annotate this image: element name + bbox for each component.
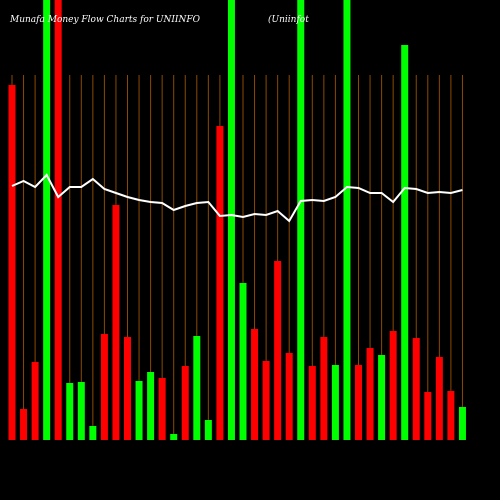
bar [308,366,316,440]
bar [435,357,443,440]
bar [447,391,455,440]
bar [100,334,108,440]
bar [43,0,51,440]
bar [158,378,166,440]
bar [389,331,397,440]
marks [8,0,466,440]
bar [124,337,131,440]
bar [20,409,28,440]
bar [147,372,155,440]
bar [424,392,432,440]
bar [458,407,466,440]
bar [355,365,362,440]
bar [401,45,409,440]
bar [216,126,224,440]
bar [297,0,305,440]
bar [66,383,74,440]
bar [320,337,328,440]
bar [112,205,120,440]
bar [262,361,270,440]
bar [89,426,97,440]
bar [274,261,282,440]
bar [239,283,247,440]
chart-title: Munafa Money Flow Charts for UNIINFO [9,15,201,25]
bar [8,85,16,440]
money-flow-line [11,173,463,223]
bar [285,353,293,440]
bar [54,0,62,440]
chart-subtitle: (Uniinfot [268,14,309,25]
bar [378,355,386,440]
bar [193,336,201,440]
bar [204,420,212,440]
bar [343,0,351,440]
bar [181,366,189,440]
bar [331,365,339,440]
bar [366,348,374,440]
bar [170,434,178,440]
bar [135,381,143,440]
bar [412,338,420,440]
bar [77,382,85,440]
bar [251,329,259,440]
bar [227,0,235,440]
bar [31,362,39,440]
